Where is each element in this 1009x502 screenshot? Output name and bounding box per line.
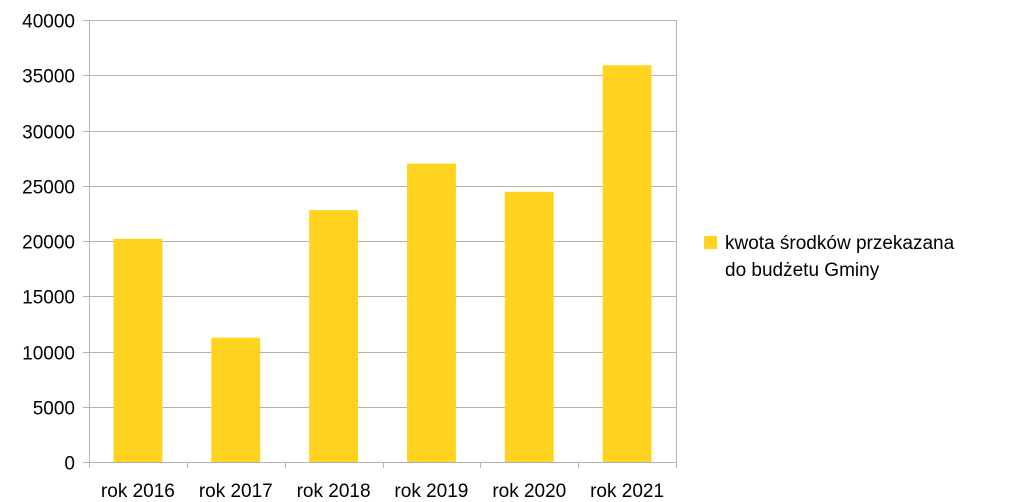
x-tick-label-rok-2019: rok 2019: [394, 481, 468, 502]
x-tick-label-rok-2021: rok 2021: [590, 481, 664, 502]
legend-label: kwota środków przekazana do budżetu Gmin…: [725, 233, 959, 281]
y-tick-label-15000: 15000: [22, 288, 75, 309]
legend-label-line-2: do budżetu Gminy: [725, 260, 880, 281]
gridlines: [89, 20, 676, 408]
y-tick-label-20000: 20000: [22, 233, 75, 254]
bars: [113, 65, 652, 463]
y-tick-label-35000: 35000: [22, 67, 75, 88]
bar-rok-2018: [309, 210, 358, 462]
x-tick-label-rok-2020: rok 2020: [492, 481, 566, 502]
legend-label-line-1: kwota środków przekazana: [725, 233, 955, 254]
bar-rok-2016: [113, 238, 163, 462]
axes: [83, 20, 677, 468]
x-tick-label-rok-2016: rok 2016: [101, 481, 175, 502]
x-tick-label-rok-2017: rok 2017: [199, 481, 273, 502]
x-tick-labels: rok 2016 rok 2017 rok 2018 rok 2019 rok 2020…: [101, 481, 664, 502]
bar-rok-2020: [504, 191, 554, 463]
y-tick-labels: 0 5000 10000 15000 20000 25000 30000 35000 40000: [22, 12, 75, 475]
bar-rok-2021: [602, 65, 652, 463]
bar-rok-2017: [211, 337, 261, 462]
bar-rok-2019: [407, 163, 456, 462]
y-tick-label-25000: 25000: [22, 178, 75, 199]
legend: kwota środków przekazana do budżetu Gmin…: [704, 233, 959, 281]
y-tick-label-40000: 40000: [22, 12, 75, 33]
legend-swatch: [704, 236, 717, 249]
y-tick-label-5000: 5000: [33, 399, 75, 420]
x-tick-label-rok-2018: rok 2018: [297, 481, 371, 502]
y-tick-label-30000: 30000: [22, 123, 75, 144]
y-tick-label-10000: 10000: [22, 344, 75, 365]
y-tick-label-0: 0: [64, 454, 75, 475]
